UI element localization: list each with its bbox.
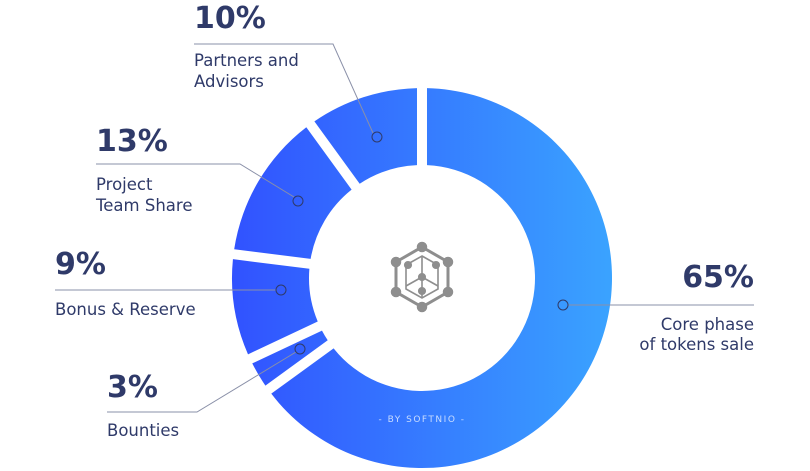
hexagon-network-icon <box>390 241 454 313</box>
leader-line-bounties <box>107 351 297 413</box>
data-label-core: 65% <box>682 260 754 295</box>
marker-bounties <box>294 343 306 355</box>
label-bonus: Bonus & Reserve <box>55 300 196 319</box>
label-bounties: Bounties <box>107 421 179 440</box>
label-core-1: Core phase <box>661 315 754 334</box>
marker-partners <box>371 131 383 143</box>
marker-bonus <box>275 284 287 296</box>
callout-bounties: 3% Bounties <box>107 343 306 440</box>
callout-partners: 10% Partners and Advisors <box>194 1 383 143</box>
marker-core <box>557 299 569 311</box>
data-label-partners: 10% <box>194 1 266 36</box>
slice-bonus-reserve <box>231 259 318 355</box>
label-partners-2: Advisors <box>194 72 264 91</box>
callout-core: 65% Core phase of tokens sale <box>557 260 754 354</box>
leader-line-team <box>96 163 295 198</box>
slice-bounties <box>252 330 328 386</box>
slice-partners-and-advisors <box>314 88 418 184</box>
label-partners-1: Partners and <box>194 51 299 70</box>
marker-team <box>292 195 304 207</box>
data-label-bounties: 3% <box>107 370 158 405</box>
slice-project-team-share <box>234 127 352 259</box>
callout-team: 13% Project Team Share <box>95 124 304 215</box>
label-team-1: Project <box>96 175 153 194</box>
slice-core-phase-of-tokens-sale <box>271 88 612 468</box>
data-label-bonus: 9% <box>55 247 106 282</box>
data-label-team: 13% <box>96 124 168 159</box>
credit-text: - BY SOFTNIO - <box>378 415 465 425</box>
label-core-2: of tokens sale <box>639 335 754 354</box>
label-team-2: Team Share <box>95 196 192 215</box>
leader-line-partners <box>194 43 374 134</box>
callout-bonus: 9% Bonus & Reserve <box>55 247 287 319</box>
